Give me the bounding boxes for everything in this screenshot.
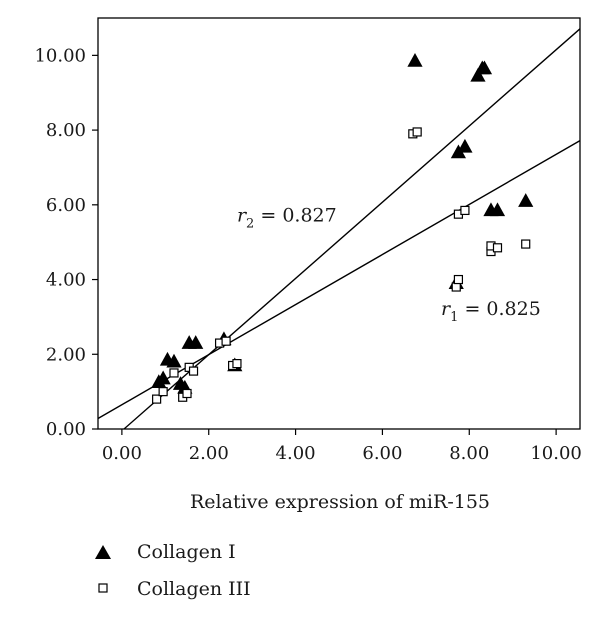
data-point-square — [221, 336, 231, 346]
data-point-triangle — [166, 353, 182, 368]
y-tick-label: 6.00 — [46, 195, 86, 216]
y-tick-label: 0.00 — [46, 419, 86, 440]
data-point-triangle — [489, 202, 506, 217]
data-point-triangle — [407, 52, 423, 67]
data-point-square — [158, 387, 168, 397]
x-axis-title: Relative expression of miR-155 — [190, 491, 490, 513]
series-collagen-i — [151, 52, 534, 394]
annotation-r1: r1 = 0.825 — [441, 298, 541, 325]
data-point-triangle — [518, 193, 534, 207]
x-tick-label: 4.00 — [276, 443, 316, 464]
annotations: r2 = 0.827 r1 = 0.825 — [237, 205, 541, 325]
legend-marker-collagen-i — [95, 545, 111, 559]
y-tick-label: 4.00 — [46, 270, 86, 291]
annotation-r2: r2 = 0.827 — [237, 205, 337, 232]
data-point-square — [188, 366, 199, 376]
legend-label-collagen-iii: Collagen III — [137, 578, 251, 600]
data-point-triangle — [188, 335, 204, 349]
legend-marker-collagen-iii — [98, 583, 108, 593]
data-point-triangle — [470, 67, 486, 82]
data-point-triangle — [476, 60, 493, 75]
series-collagen-iii — [152, 127, 531, 404]
data-point-square — [152, 394, 162, 404]
data-point-triangle — [457, 138, 473, 153]
x-tick-label: 8.00 — [449, 443, 489, 464]
data-point-square — [232, 359, 242, 369]
y-tick-label: 2.00 — [46, 344, 86, 365]
data-point-triangle — [172, 376, 189, 390]
x-tick-label: 0.00 — [102, 443, 142, 464]
data-point-square — [460, 205, 470, 216]
y-tick-label: 10.00 — [34, 45, 86, 66]
legend: Collagen I Collagen III — [95, 541, 251, 600]
x-axis-ticks: 0.00 2.00 4.00 6.00 8.00 10.00 — [102, 429, 582, 464]
x-tick-label: 6.00 — [362, 443, 402, 464]
plot-area-frame — [97, 17, 581, 430]
x-tick-label: 10.00 — [530, 443, 582, 464]
data-point-triangle — [155, 370, 171, 385]
data-point-square — [412, 127, 422, 137]
data-point-square — [521, 239, 531, 249]
y-axis-ticks: 0.00 2.00 4.00 6.00 8.00 10.00 — [34, 45, 98, 440]
data-point-square — [453, 274, 464, 285]
data-point-square — [492, 243, 503, 253]
legend-label-collagen-i: Collagen I — [137, 541, 236, 563]
fit-line-1 — [123, 28, 581, 430]
x-tick-label: 2.00 — [189, 443, 229, 464]
data-points — [151, 52, 534, 404]
y-tick-label: 8.00 — [46, 120, 86, 141]
data-point-square — [182, 388, 192, 399]
data-point-square — [169, 368, 179, 378]
data-point-square — [451, 282, 461, 292]
